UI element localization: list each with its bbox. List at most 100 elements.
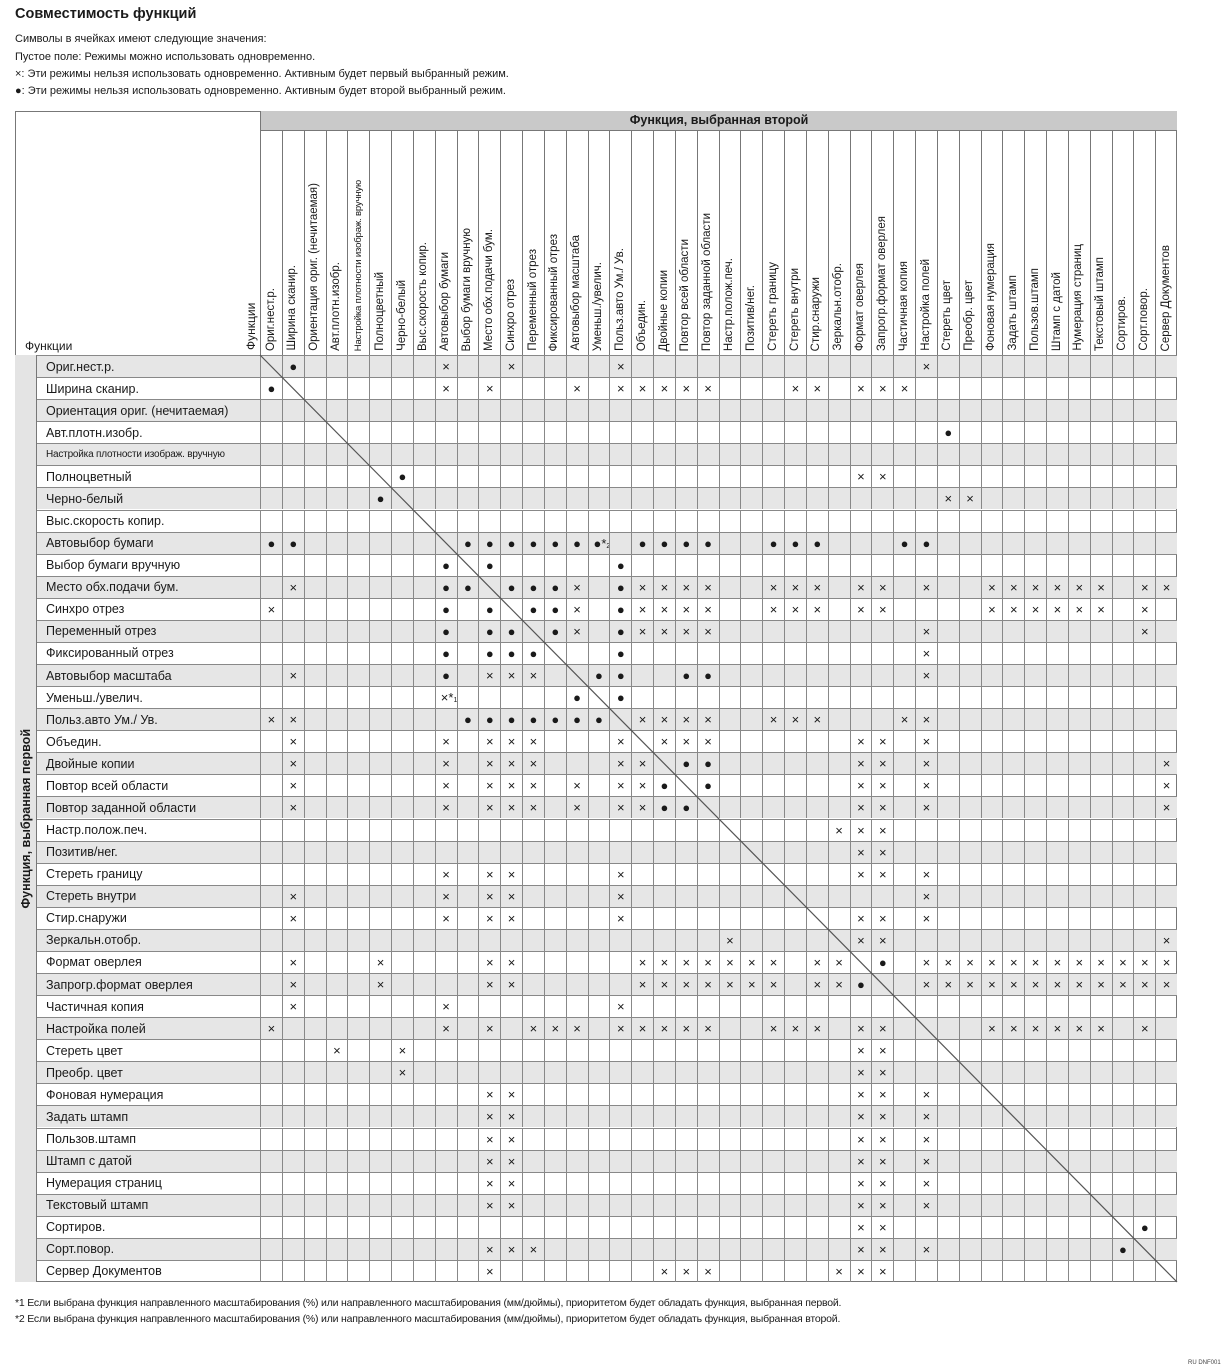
column-header-label: Автовыбор масштаба — [570, 235, 583, 351]
table-cell — [522, 510, 544, 532]
table-cell — [500, 598, 522, 620]
table-cell — [587, 819, 610, 841]
table-row: Стир.снаружи × × × × × × × × — [37, 906, 1177, 929]
table-cell: × — [478, 775, 500, 797]
cross-mark: × — [1097, 1021, 1105, 1037]
table-cell — [1155, 665, 1177, 687]
table-cell — [915, 1040, 937, 1062]
table-cell — [391, 1238, 413, 1260]
table-cell — [478, 422, 500, 444]
table-cell — [805, 775, 828, 797]
table-cell: × — [784, 709, 806, 731]
dot-mark: ● — [442, 645, 450, 661]
table-cell — [1133, 444, 1155, 466]
table-cell — [412, 996, 435, 1018]
table-cell — [718, 709, 741, 731]
table-cell — [827, 642, 850, 664]
table-cell — [653, 841, 675, 863]
table-cell: ● — [434, 620, 457, 642]
table-cell — [893, 400, 915, 422]
table-cell: × — [1089, 974, 1112, 996]
table-cell — [347, 378, 369, 400]
dot-mark: ● — [704, 535, 712, 551]
table-cell — [1002, 907, 1024, 929]
table-cell — [958, 356, 981, 378]
table-cell: × — [522, 753, 544, 775]
table-cell — [1155, 1040, 1177, 1062]
dot-mark: ● — [289, 535, 298, 551]
table-cell: × — [915, 863, 937, 885]
table-row: Формат оверлея × × × × × × × × × × × × × ● × × × × × × × × × × × × — [37, 950, 1177, 973]
table-cell — [522, 907, 544, 929]
table-cell — [478, 1062, 500, 1084]
cross-mark: × — [267, 601, 276, 617]
table-cell — [1067, 709, 1090, 731]
table-cell — [762, 1062, 784, 1084]
table-cell — [303, 1084, 326, 1106]
table-cell — [1155, 1172, 1177, 1194]
table-cell — [631, 1062, 653, 1084]
table-cell: × — [434, 753, 457, 775]
table-row: Сортиров. × × ● — [37, 1215, 1177, 1238]
cross-mark: × — [878, 756, 887, 772]
table-cell — [1002, 642, 1024, 664]
table-cell: ●*2 — [587, 532, 610, 554]
table-cell — [456, 422, 479, 444]
cross-mark: × — [289, 977, 298, 993]
column-header: Сорт.повор. — [1133, 131, 1155, 355]
table-cell — [893, 1150, 915, 1172]
table-cell — [325, 1172, 348, 1194]
table-cell — [805, 1194, 828, 1216]
table-cell — [412, 819, 435, 841]
table-cell — [1067, 841, 1090, 863]
table-cell — [740, 1062, 762, 1084]
table-cell — [784, 1062, 806, 1084]
table-cell — [631, 488, 653, 510]
cross-mark: × — [878, 844, 887, 860]
table-cell — [1046, 841, 1068, 863]
table-cell: × — [1046, 598, 1068, 620]
table-cell — [958, 1260, 981, 1282]
table-cell — [522, 444, 544, 466]
table-cell: × — [871, 1194, 893, 1216]
table-cell — [696, 466, 719, 488]
table-cell: × — [893, 378, 915, 400]
cross-mark: × — [616, 866, 625, 882]
table-cell — [762, 422, 784, 444]
cross-mark: × — [573, 800, 581, 816]
table-cell — [936, 576, 959, 598]
table-cell — [674, 1040, 697, 1062]
table-cell — [1067, 731, 1090, 753]
cross-mark: × — [878, 910, 887, 926]
table-cell — [1089, 620, 1112, 642]
column-header-label: Полноцветный — [373, 272, 386, 351]
table-cell — [805, 554, 828, 576]
table-cell: × — [260, 598, 282, 620]
table-cell — [740, 642, 762, 664]
table-cell — [805, 1150, 828, 1172]
cross-mark: × — [1162, 954, 1171, 970]
table-cell — [456, 907, 479, 929]
table-cell: × — [871, 929, 893, 951]
table-cell — [653, 996, 675, 1018]
table-cell — [456, 665, 479, 687]
table-cell — [1089, 1238, 1112, 1260]
table-cell — [1024, 819, 1046, 841]
table-cell: × — [915, 775, 937, 797]
table-cell — [936, 620, 959, 642]
table-cell — [1111, 488, 1134, 510]
table-cell — [1046, 510, 1068, 532]
cross-mark: × — [660, 381, 669, 397]
table-cell: × — [762, 974, 784, 996]
table-cell — [1067, 1172, 1090, 1194]
table-cell — [587, 885, 610, 907]
dot-mark: ● — [551, 623, 560, 639]
table-cell: ● — [762, 532, 784, 554]
table-cell — [434, 466, 457, 488]
cross-mark: × — [857, 1153, 865, 1169]
cross-mark: × — [529, 668, 538, 684]
table-cell — [412, 1040, 435, 1062]
table-cell — [369, 841, 391, 863]
table-cell — [1046, 797, 1068, 819]
table-cell — [718, 576, 741, 598]
